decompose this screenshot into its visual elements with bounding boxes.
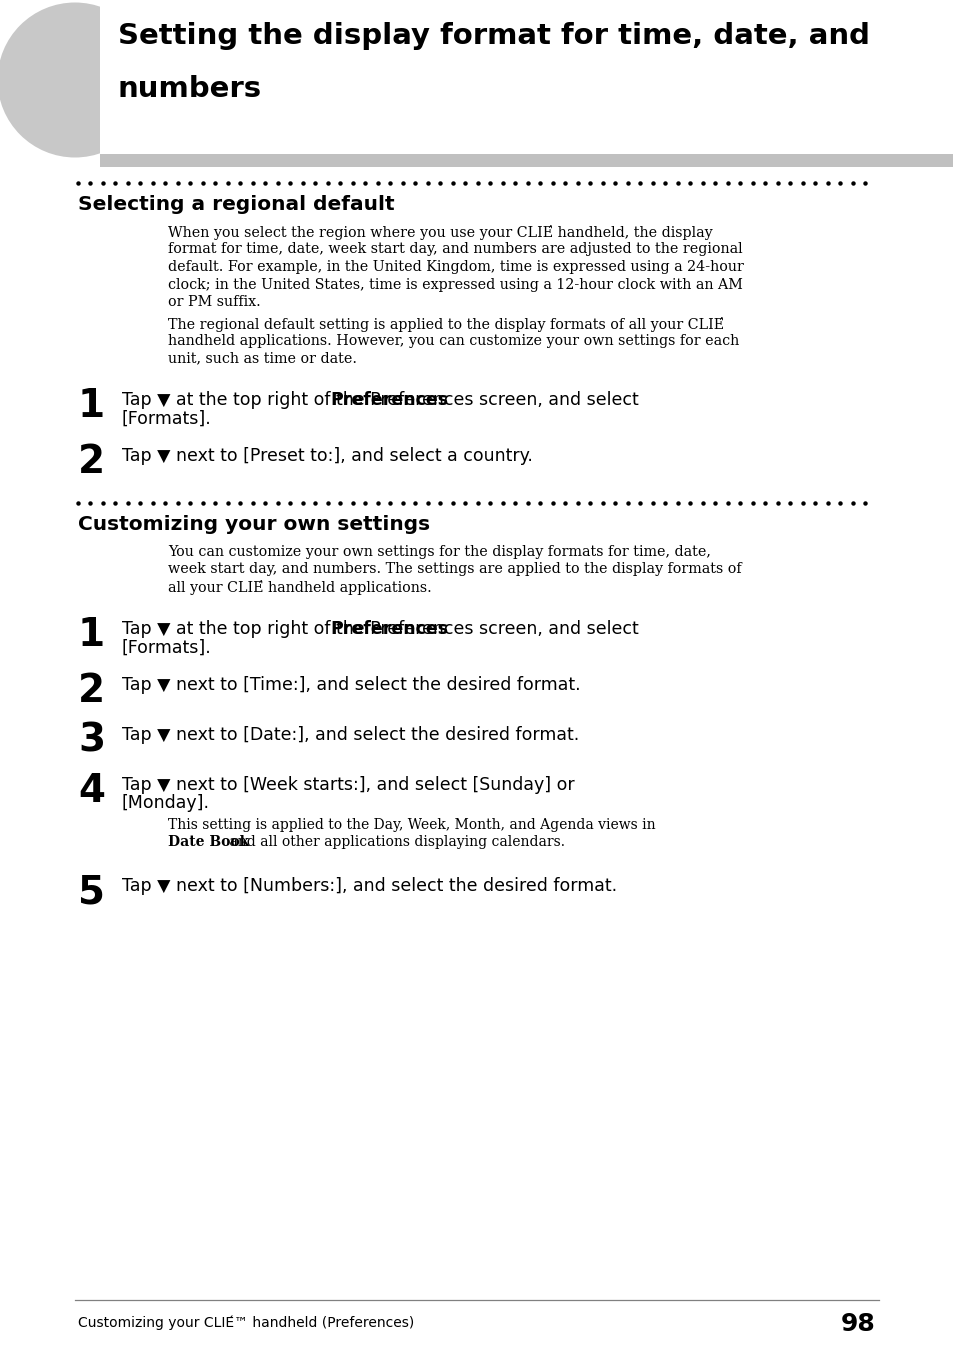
Text: Tap ▼ next to [Numbers:], and select the desired format.: Tap ▼ next to [Numbers:], and select the…: [122, 877, 617, 895]
Text: and all other applications displaying calendars.: and all other applications displaying ca…: [225, 836, 564, 849]
Text: Tap ▼ next to [Date:], and select the desired format.: Tap ▼ next to [Date:], and select the de…: [122, 726, 578, 744]
Text: clock; in the United States, time is expressed using a 12-hour clock with an AM: clock; in the United States, time is exp…: [168, 277, 742, 292]
Text: 4: 4: [78, 772, 105, 810]
Text: or PM suffix.: or PM suffix.: [168, 295, 260, 310]
Text: Tap ▼ next to [Week starts:], and select [Sunday] or: Tap ▼ next to [Week starts:], and select…: [122, 776, 574, 794]
Text: Setting the display format for time, date, and: Setting the display format for time, dat…: [118, 22, 869, 50]
Bar: [100, 0, 953, 155]
Text: You can customize your own settings for the display formats for time, date,: You can customize your own settings for …: [168, 545, 710, 558]
Text: [Formats].: [Formats].: [122, 410, 212, 429]
Text: Customizing your own settings: Customizing your own settings: [78, 515, 430, 534]
Text: [Monday].: [Monday].: [122, 795, 210, 813]
Text: format for time, date, week start day, and numbers are adjusted to the regional: format for time, date, week start day, a…: [168, 242, 741, 257]
Text: 3: 3: [78, 722, 105, 760]
Text: Customizing your CLIÉ™ handheld (Preferences): Customizing your CLIÉ™ handheld (Prefer…: [78, 1315, 414, 1329]
Text: Tap ▼ at the top right of the Preferences screen, and select: Tap ▼ at the top right of the Preference…: [122, 619, 639, 638]
Text: all your CLIÉ handheld applications.: all your CLIÉ handheld applications.: [168, 580, 432, 595]
Bar: [100, 154, 953, 168]
Text: 5: 5: [78, 873, 105, 911]
Text: 2: 2: [78, 672, 105, 710]
Text: 1: 1: [78, 615, 105, 653]
Text: The regional default setting is applied to the display formats of all your CLIÉ: The regional default setting is applied …: [168, 316, 723, 331]
Text: Tap ▼ next to [Preset to:], and select a country.: Tap ▼ next to [Preset to:], and select a…: [122, 448, 533, 465]
Text: handheld applications. However, you can customize your own settings for each: handheld applications. However, you can …: [168, 334, 739, 347]
Text: Preferences: Preferences: [330, 391, 448, 410]
Ellipse shape: [0, 3, 152, 157]
Text: 1: 1: [78, 387, 105, 425]
Text: When you select the region where you use your CLIÉ handheld, the display: When you select the region where you use…: [168, 224, 712, 241]
Text: Selecting a regional default: Selecting a regional default: [78, 195, 395, 214]
Text: Tap ▼ next to [Time:], and select the desired format.: Tap ▼ next to [Time:], and select the de…: [122, 676, 580, 694]
Text: [Formats].: [Formats].: [122, 638, 212, 657]
Text: default. For example, in the United Kingdom, time is expressed using a 24-hour: default. For example, in the United King…: [168, 260, 743, 274]
Text: week start day, and numbers. The settings are applied to the display formats of: week start day, and numbers. The setting…: [168, 562, 740, 576]
Text: 2: 2: [78, 443, 105, 481]
Text: Date Book: Date Book: [168, 836, 249, 849]
Text: Tap ▼ at the top right of the Preferences screen, and select: Tap ▼ at the top right of the Preference…: [122, 391, 639, 410]
Text: Preferences: Preferences: [330, 619, 448, 638]
Text: unit, such as time or date.: unit, such as time or date.: [168, 352, 356, 365]
Text: numbers: numbers: [118, 74, 262, 103]
Text: 98: 98: [841, 1311, 875, 1336]
Text: This setting is applied to the Day, Week, Month, and Agenda views in: This setting is applied to the Day, Week…: [168, 818, 655, 831]
